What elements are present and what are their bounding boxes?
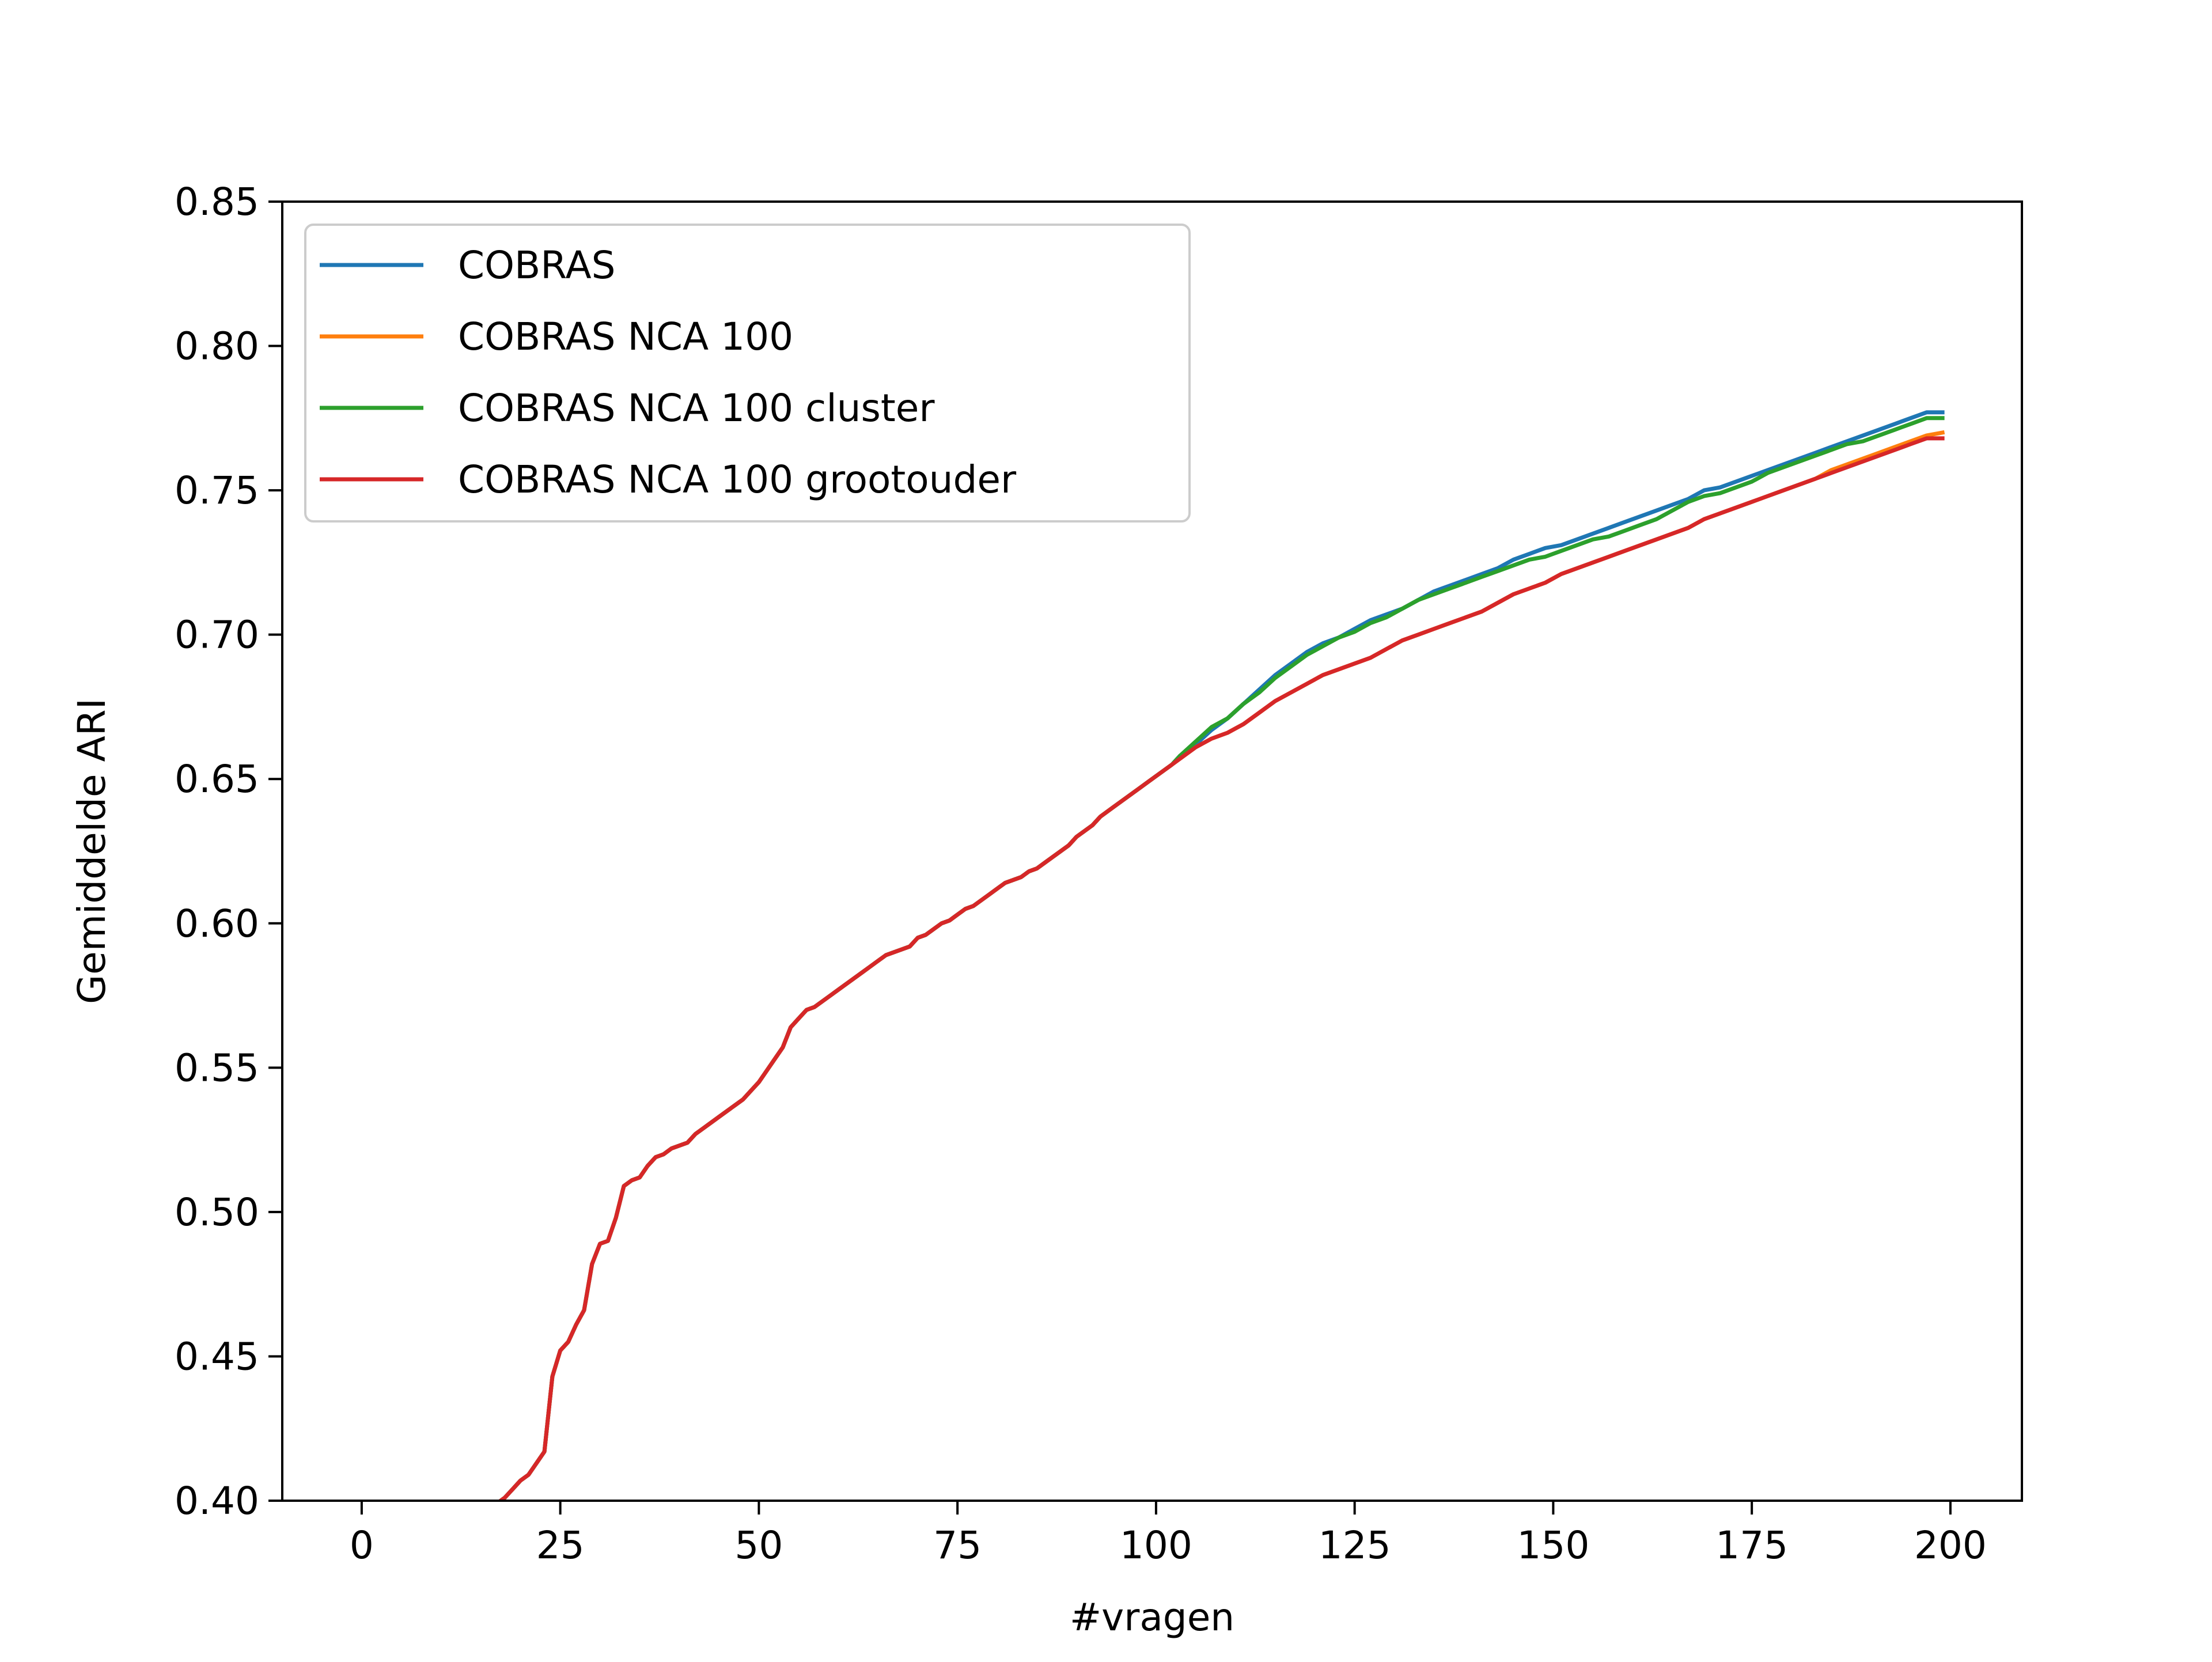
x-axis: 0 25 50 75 100 125 150 175 200 <box>350 1501 1987 1568</box>
x-axis-label: #vragen <box>1070 1595 1234 1640</box>
y-tick-label: 0.45 <box>175 1334 259 1379</box>
y-tick-label: 0.50 <box>175 1190 259 1235</box>
legend-label: COBRAS <box>458 243 616 287</box>
y-axis: 0.40 0.45 0.50 0.55 0.60 0.65 0.70 0.75 0.80 0.85 <box>175 180 282 1523</box>
y-tick-label: 0.40 <box>175 1479 259 1523</box>
y-tick-label: 0.55 <box>175 1046 259 1090</box>
y-tick-label: 0.85 <box>175 180 259 224</box>
y-tick-label: 0.80 <box>175 324 259 369</box>
x-tick-label: 25 <box>536 1523 585 1568</box>
y-tick-label: 0.60 <box>175 902 259 946</box>
x-tick-label: 100 <box>1120 1523 1192 1568</box>
x-tick-label: 125 <box>1319 1523 1391 1568</box>
x-tick-label: 75 <box>933 1523 982 1568</box>
x-tick-label: 50 <box>734 1523 783 1568</box>
legend-label: COBRAS NCA 100 grootouder <box>458 457 1017 502</box>
x-tick-label: 175 <box>1715 1523 1788 1568</box>
x-tick-label: 150 <box>1517 1523 1589 1568</box>
y-tick-label: 0.70 <box>175 613 259 657</box>
axes-frame <box>281 200 2023 1502</box>
series-line-4 <box>498 436 1945 1501</box>
legend: COBRAS COBRAS NCA 100 COBRAS NCA 100 clust… <box>304 224 1191 523</box>
legend-label: COBRAS NCA 100 <box>458 315 793 359</box>
x-tick-label: 0 <box>350 1523 374 1568</box>
y-tick-label: 0.75 <box>175 468 259 513</box>
x-tick-label: 200 <box>1914 1523 1987 1568</box>
y-tick-label: 0.65 <box>175 757 259 801</box>
legend-label: COBRAS NCA 100 cluster <box>458 386 935 430</box>
y-axis-label: Gemiddelde ARI <box>70 698 114 1004</box>
series-layer <box>498 410 1945 1501</box>
legend-box <box>304 224 1191 523</box>
